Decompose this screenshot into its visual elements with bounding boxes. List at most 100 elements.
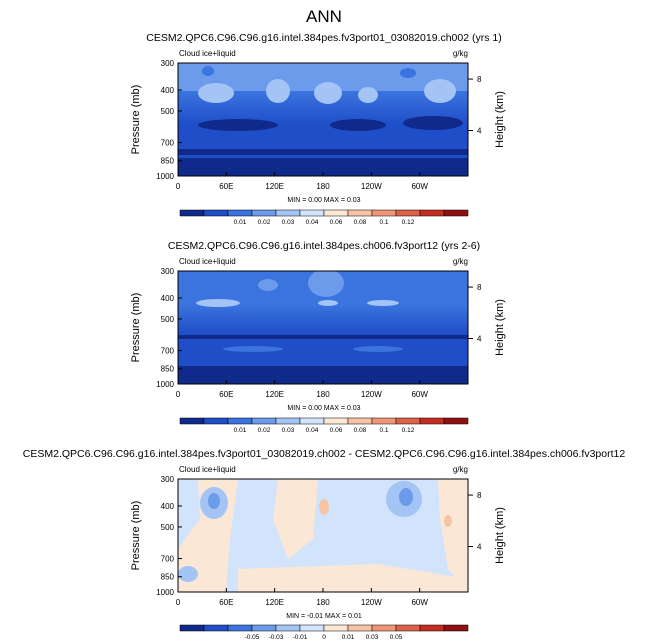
colorbar-swatch xyxy=(275,417,301,425)
panel-2-contour-field xyxy=(178,271,468,384)
y-tick-label: 300 xyxy=(161,475,175,484)
y-tick-label: 850 xyxy=(161,573,175,582)
colorbar-swatch xyxy=(419,417,445,425)
y2-tick-label: 8 xyxy=(477,491,482,500)
colorbar-swatch xyxy=(275,624,301,632)
colorbar-swatch xyxy=(395,624,421,632)
panel-3-title: CESM2.QPC6.C96.C96.g16.intel.384pes.fv3p… xyxy=(23,448,626,460)
colorbar-label: 0.04 xyxy=(306,427,319,434)
colorbar-swatch xyxy=(251,209,277,217)
colorbar-swatch xyxy=(395,209,421,217)
panel-3-units-label: g/kg xyxy=(453,465,468,474)
x-tick-label: 180 xyxy=(316,598,330,607)
y-tick-label: 400 xyxy=(161,86,175,95)
x-tick-label: 60E xyxy=(219,182,233,191)
colorbar-label: 0.08 xyxy=(354,427,367,434)
colorbar-swatch xyxy=(299,417,325,425)
colorbar-swatch xyxy=(179,624,205,632)
colorbar-swatch xyxy=(347,417,373,425)
panel-1-stats: MIN = 0.00 MAX = 0.03 xyxy=(287,197,360,204)
colorbar-label: 0 xyxy=(322,634,326,641)
y-tick-label: 1000 xyxy=(156,380,174,389)
y2-tick-label: 4 xyxy=(477,127,482,136)
colorbar-swatch xyxy=(419,209,445,217)
colorbar-label: 0.06 xyxy=(330,427,343,434)
colorbar-label: 0.05 xyxy=(390,634,403,641)
x-tick-label: 120W xyxy=(361,182,382,191)
colorbar-swatch xyxy=(371,624,397,632)
colorbar-swatch xyxy=(443,417,469,425)
colorbar-label: 0.1 xyxy=(379,219,388,226)
colorbar-swatch xyxy=(179,209,205,217)
panel-2-units-label: g/kg xyxy=(453,257,468,266)
colorbar-swatch xyxy=(251,417,277,425)
colorbar-label: -0.01 xyxy=(293,634,308,641)
panel-2-ylabel: Pressure (mb) xyxy=(130,293,142,363)
y-tick-label: 1000 xyxy=(156,172,174,181)
colorbar-swatch xyxy=(443,209,469,217)
panel-2-stats: MIN = 0.00 MAX = 0.03 xyxy=(287,405,360,412)
x-tick-label: 0 xyxy=(176,182,181,191)
colorbar-swatch xyxy=(323,209,349,217)
colorbar-label: 0.06 xyxy=(330,219,343,226)
colorbar-label: 0.08 xyxy=(354,219,367,226)
colorbar-swatch xyxy=(323,624,349,632)
y-tick-label: 1000 xyxy=(156,588,174,597)
colorbar-label: 0.02 xyxy=(258,427,271,434)
panel-3-contour-field xyxy=(178,479,468,592)
colorbar-label: -0.03 xyxy=(269,634,284,641)
x-tick-label: 60W xyxy=(411,182,428,191)
x-tick-label: 60W xyxy=(411,598,428,607)
y-tick-label: 400 xyxy=(161,294,175,303)
colorbar-swatch xyxy=(395,417,421,425)
y-tick-label: 300 xyxy=(161,59,175,68)
x-tick-label: 180 xyxy=(316,390,330,399)
x-tick-label: 60E xyxy=(219,390,233,399)
y-tick-label: 500 xyxy=(161,315,175,324)
panel-3-ylabel: Pressure (mb) xyxy=(130,501,142,571)
colorbar-label: 0.01 xyxy=(342,634,355,641)
colorbar-label: 0.01 xyxy=(234,219,247,226)
panel-3: CESM2.QPC6.C96.C96.g16.intel.384pes.fv3p… xyxy=(23,448,626,641)
colorbar-label: 0.03 xyxy=(366,634,379,641)
colorbar-swatch xyxy=(227,209,253,217)
x-tick-label: 180 xyxy=(316,182,330,191)
colorbar-swatch xyxy=(299,624,325,632)
colorbar-label: 0.12 xyxy=(402,427,415,434)
panel-1-contour-field xyxy=(178,63,468,176)
y-tick-label: 850 xyxy=(161,157,175,166)
x-tick-label: 60W xyxy=(411,390,428,399)
x-tick-label: 60E xyxy=(219,598,233,607)
colorbar-swatch xyxy=(419,624,445,632)
colorbar-swatch xyxy=(443,624,469,632)
panel-1-title: CESM2.QPC6.C96.C96.g16.intel.384pes.fv3p… xyxy=(146,32,501,44)
panel-1-ylabel: Pressure (mb) xyxy=(130,85,142,155)
x-tick-label: 120E xyxy=(265,598,284,607)
colorbar-swatch xyxy=(179,417,205,425)
colorbar-swatch xyxy=(227,624,253,632)
y-tick-label: 700 xyxy=(161,347,175,356)
x-tick-label: 0 xyxy=(176,390,181,399)
colorbar-label: 0.12 xyxy=(402,219,415,226)
y-tick-label: 500 xyxy=(161,107,175,116)
y2-tick-label: 4 xyxy=(477,335,482,344)
y-tick-label: 500 xyxy=(161,523,175,532)
colorbar-swatch xyxy=(203,624,229,632)
colorbar-label: 0.1 xyxy=(379,427,388,434)
panel-3-stats: MIN = -0.01 MAX = 0.01 xyxy=(286,613,362,620)
colorbar-swatch xyxy=(347,209,373,217)
colorbar-label: -0.05 xyxy=(245,634,260,641)
y-tick-label: 400 xyxy=(161,502,175,511)
panel-2-title: CESM2.QPC6.C96.C96.g16.intel.384pes.ch00… xyxy=(168,240,480,252)
colorbar-swatch xyxy=(323,417,349,425)
colorbar-label: 0.04 xyxy=(306,219,319,226)
colorbar-label: 0.03 xyxy=(282,427,295,434)
y-tick-label: 300 xyxy=(161,267,175,276)
y2-tick-label: 8 xyxy=(477,283,482,292)
page-title: ANN xyxy=(306,7,342,26)
panel-1-y2label: Height (km) xyxy=(494,91,506,148)
panel-2: CESM2.QPC6.C96.C96.g16.intel.384pes.ch00… xyxy=(130,240,506,434)
colorbar-label: 0.03 xyxy=(282,219,295,226)
y-tick-label: 700 xyxy=(161,555,175,564)
